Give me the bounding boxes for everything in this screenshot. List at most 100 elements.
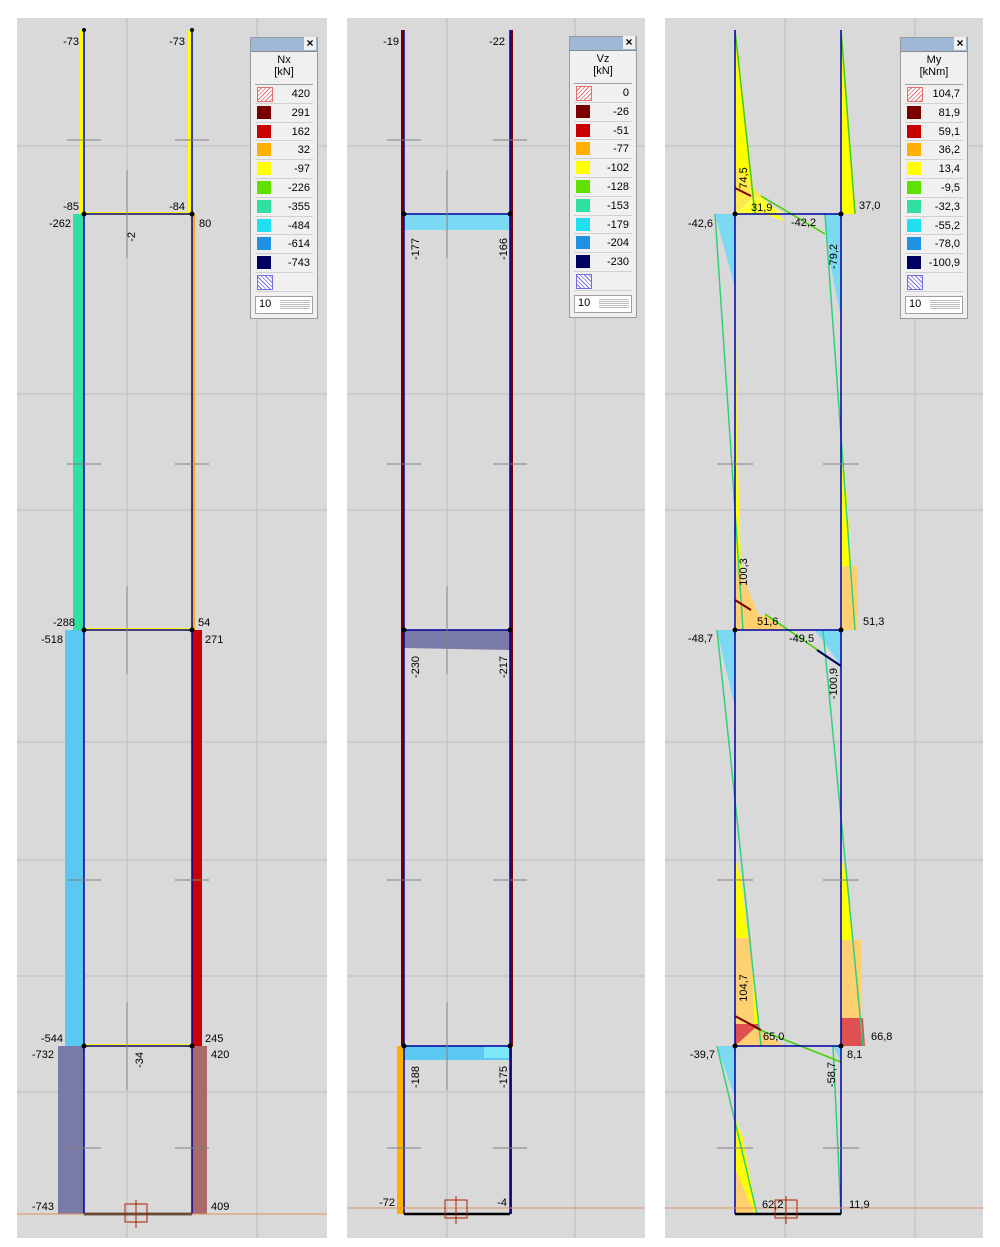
nx-label: 409	[211, 1201, 229, 1213]
legend-row	[255, 273, 313, 292]
color-swatch	[907, 199, 921, 213]
legend-value: -26	[613, 105, 629, 118]
legend-row: -226	[255, 179, 313, 198]
legend-header: ×	[570, 36, 636, 51]
hatch-red-icon	[257, 87, 273, 102]
vz-label: -188	[410, 1066, 422, 1088]
legend-my: × My [kNm] 104,7 81,9 59,1 36,2 13,4 -9,5 -32,3…	[900, 37, 968, 319]
my-diagram: 74,5 31,9 37,0 -42,6 -42,2 -79,2 100,3 5…	[665, 18, 983, 1238]
color-swatch	[576, 142, 590, 156]
my-label: 51,6	[757, 616, 778, 628]
legend-value: 420	[291, 88, 310, 100]
close-icon[interactable]: ×	[954, 37, 966, 50]
legend-nx: × Nx [kN] 420 291 162 32 -97 -226 -355 -484 -614 -…	[250, 37, 318, 319]
legend-value: -355	[287, 200, 310, 213]
legend-value: 291	[291, 106, 310, 119]
legend-row: -355	[255, 198, 313, 217]
legend-value: -77	[613, 143, 629, 156]
legend-value: 36,2	[938, 144, 960, 157]
nx-label: 420	[211, 1049, 229, 1061]
nx-label: 80	[199, 218, 211, 230]
vz-label: -19	[383, 36, 399, 48]
color-swatch	[257, 218, 271, 232]
legend-row: 32	[255, 141, 313, 161]
my-label: -49,5	[789, 633, 814, 645]
my-label: 31,9	[751, 202, 772, 214]
hatch-blue-icon	[257, 274, 273, 290]
my-label: 11,9	[849, 1199, 870, 1211]
legend-rows: 0 -26 -51 -77 -102 -128 -153 -179 -204 -230	[574, 83, 632, 291]
my-label: -39,7	[690, 1049, 715, 1061]
color-swatch	[907, 124, 921, 138]
legend-value: -100,9	[928, 257, 960, 270]
my-label: 62,2	[762, 1199, 783, 1211]
legend-value: -204	[606, 237, 629, 250]
my-label: 65,0	[763, 1031, 784, 1043]
my-label: -79,2	[828, 244, 840, 269]
nx-label: -732	[32, 1049, 54, 1061]
color-swatch	[576, 198, 590, 212]
nx-label: -2	[126, 232, 138, 242]
legend-row: 0	[574, 84, 632, 103]
nx-label: -544	[41, 1033, 63, 1045]
vz-label: -230	[410, 656, 422, 678]
color-swatch	[907, 237, 921, 251]
legend-row: -102	[574, 159, 632, 178]
legend-row: 59,1	[905, 123, 963, 142]
legend-row: -9,5	[905, 179, 963, 198]
color-swatch	[907, 105, 921, 119]
my-label: 51,3	[863, 616, 884, 628]
nx-label: 54	[198, 617, 210, 629]
legend-row: -128	[574, 178, 632, 197]
legend-count-field[interactable]: 10	[255, 295, 313, 314]
my-label: 8,1	[847, 1049, 862, 1061]
hatch-blue-icon	[907, 274, 923, 290]
legend-value: -153	[606, 199, 629, 212]
legend-value: 59,1	[938, 125, 960, 138]
slider-icon[interactable]	[599, 297, 629, 309]
color-swatch	[257, 124, 271, 138]
color-swatch	[907, 218, 921, 232]
my-label: -42,6	[688, 218, 713, 230]
color-swatch	[907, 162, 921, 176]
color-swatch	[907, 256, 921, 270]
legend-value: -102	[606, 162, 629, 175]
slider-icon[interactable]	[280, 298, 310, 310]
my-label: -100,9	[828, 668, 840, 699]
legend-row: -78,0	[905, 235, 963, 255]
my-label: -42,2	[791, 217, 816, 229]
legend-value: -78,0	[934, 238, 960, 251]
legend-value: 0	[622, 87, 629, 99]
slider-icon[interactable]	[930, 298, 960, 310]
color-swatch	[576, 236, 590, 250]
close-icon[interactable]: ×	[623, 36, 635, 49]
vz-label: -4	[497, 1197, 507, 1209]
legend-count-field[interactable]: 10	[905, 295, 963, 314]
panel-nx: -73 -73 -85 -84 -262 80 -2 -288 54 -518 …	[17, 18, 327, 1238]
hatch-red-icon	[907, 87, 923, 102]
close-icon[interactable]: ×	[304, 37, 316, 50]
legend-value: -32,3	[934, 200, 960, 213]
vz-label: -217	[498, 656, 510, 678]
legend-row: -204	[574, 234, 632, 254]
legend-row: -32,3	[905, 198, 963, 217]
legend-row: 104,7	[905, 85, 963, 104]
panel-my: 74,5 31,9 37,0 -42,6 -42,2 -79,2 100,3 5…	[665, 18, 983, 1238]
legend-row: 420	[255, 85, 313, 104]
legend-row: -153	[574, 197, 632, 216]
nx-diagram: -73 -73 -85 -84 -262 80 -2 -288 54 -518 …	[17, 18, 327, 1238]
color-swatch	[257, 105, 271, 119]
legend-row: -743	[255, 254, 313, 273]
color-swatch	[576, 123, 590, 137]
legend-row: -230	[574, 253, 632, 272]
color-swatch	[257, 162, 271, 176]
nx-label: -518	[41, 634, 63, 646]
legend-count-field[interactable]: 10	[574, 294, 632, 313]
legend-value: -55,2	[934, 219, 960, 232]
panel-vz: -19 -22 -177 -166 -230 -217 -188 -175 -7…	[347, 18, 645, 1238]
legend-value: 32	[297, 144, 310, 157]
my-label: 66,8	[871, 1031, 892, 1043]
legend-row: 81,9	[905, 104, 963, 123]
vz-label: -175	[498, 1066, 510, 1088]
legend-value: 81,9	[938, 106, 960, 119]
